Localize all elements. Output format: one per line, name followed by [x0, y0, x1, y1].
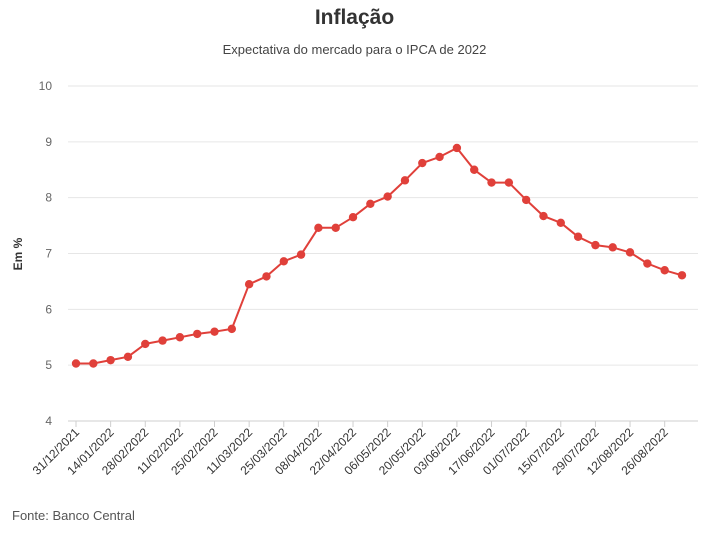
y-tick-label: 9 — [45, 135, 52, 149]
data-point[interactable] — [331, 223, 340, 233]
data-point[interactable] — [244, 280, 254, 289]
chart-subtitle: Expectativa do mercado para o IPCA de 20… — [222, 42, 487, 57]
data-point[interactable] — [556, 218, 565, 227]
data-point[interactable] — [383, 192, 392, 201]
data-point[interactable] — [71, 359, 81, 368]
data-point[interactable] — [487, 178, 496, 187]
x-axis-ticks: 31/12/202114/01/202228/02/202211/02/2022… — [30, 421, 671, 478]
data-point[interactable] — [89, 359, 98, 368]
y-axis-label: Em % — [11, 237, 25, 270]
data-point[interactable] — [227, 324, 237, 334]
data-point[interactable] — [348, 213, 358, 222]
y-tick-label: 6 — [45, 302, 52, 316]
source-note: Fonte: Banco Central — [12, 508, 135, 523]
y-axis-ticks: 4 5 6 7 8 9 10 — [39, 79, 53, 428]
data-point[interactable] — [175, 333, 185, 342]
data-point[interactable] — [210, 327, 219, 336]
data-point[interactable] — [400, 176, 410, 185]
data-point[interactable] — [314, 223, 323, 233]
data-point[interactable] — [366, 199, 375, 209]
data-point[interactable] — [106, 355, 115, 365]
chart-title: Inflação — [314, 6, 395, 29]
data-points — [71, 143, 687, 368]
data-point[interactable] — [521, 195, 531, 205]
y-tick-label: 8 — [45, 191, 52, 205]
y-tick-label: 5 — [45, 358, 52, 372]
data-point[interactable] — [192, 329, 202, 339]
data-point[interactable] — [677, 271, 687, 280]
data-point[interactable] — [279, 257, 288, 266]
data-point[interactable] — [418, 158, 427, 168]
data-point[interactable] — [573, 232, 583, 241]
y-tick-label: 10 — [39, 79, 53, 93]
data-point[interactable] — [608, 243, 617, 252]
data-point[interactable] — [158, 336, 167, 345]
series-line — [76, 147, 683, 365]
data-point[interactable] — [452, 143, 462, 153]
series-line-group — [76, 147, 683, 365]
data-point[interactable] — [660, 266, 669, 275]
data-point[interactable] — [141, 339, 150, 349]
data-point[interactable] — [591, 240, 600, 250]
data-point[interactable] — [504, 178, 514, 187]
y-tick-label: 4 — [45, 414, 52, 428]
data-point[interactable] — [262, 272, 271, 281]
data-point[interactable] — [296, 250, 306, 259]
data-point[interactable] — [123, 352, 133, 361]
data-point[interactable] — [470, 165, 479, 174]
data-point[interactable] — [643, 259, 652, 268]
gridlines — [68, 85, 698, 366]
data-point[interactable] — [539, 211, 548, 221]
data-point[interactable] — [625, 248, 635, 257]
y-tick-label: 7 — [45, 247, 52, 261]
data-point[interactable] — [435, 152, 444, 162]
